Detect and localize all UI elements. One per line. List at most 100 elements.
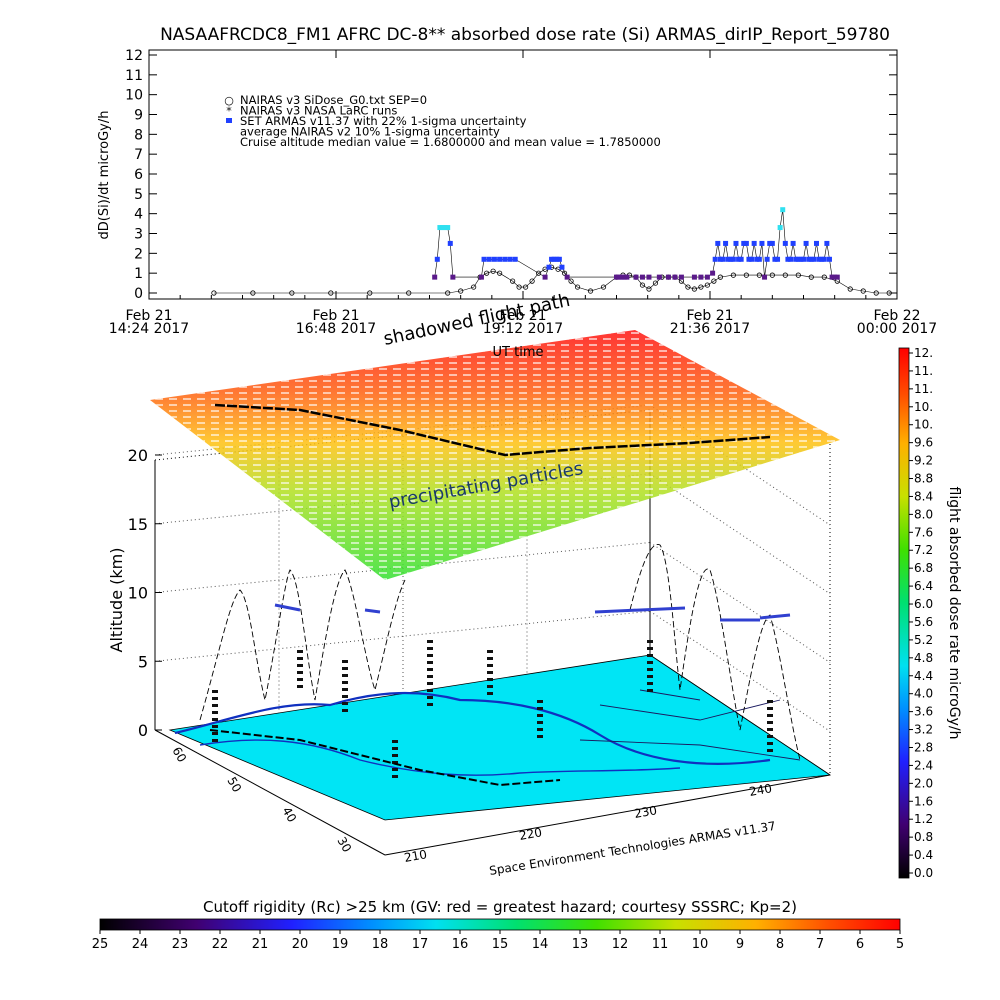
armas-point bbox=[801, 256, 806, 262]
armas-point bbox=[813, 240, 819, 246]
nairas-point bbox=[535, 270, 542, 276]
nairas-point bbox=[510, 278, 516, 284]
figure-title: NASAAFRCDC8_FM1 AFRC DC-8** absorbed dos… bbox=[160, 25, 890, 45]
cutoff-tick-label: 18 bbox=[372, 937, 389, 952]
armas-point bbox=[795, 256, 801, 262]
x-tick-time: 19:12 2017 bbox=[483, 321, 563, 337]
armas-point bbox=[777, 225, 783, 231]
colorbar-tick-label: 12. bbox=[914, 346, 933, 360]
trace-dot bbox=[427, 675, 433, 678]
longitude-tick-label: 230 bbox=[633, 803, 658, 821]
armas-point bbox=[665, 274, 671, 280]
colorbar-tick-label: 8.0 bbox=[914, 507, 933, 521]
nairas-point bbox=[717, 274, 723, 280]
trace-dot bbox=[427, 654, 433, 657]
legend-entry: NAIRAS v3 SiDose_G0.txt SEP=0 bbox=[240, 93, 427, 107]
armas-point bbox=[556, 256, 562, 262]
y-tick-label: 4 bbox=[134, 207, 143, 223]
cutoff-tick-label: 22 bbox=[212, 937, 229, 952]
trace-dot bbox=[767, 707, 773, 710]
trace-dot bbox=[342, 667, 348, 670]
nairas-point bbox=[211, 290, 217, 296]
armas-point bbox=[824, 240, 830, 246]
trace-dot bbox=[487, 671, 493, 674]
grid-line bbox=[649, 473, 831, 595]
trace-dot bbox=[537, 700, 543, 703]
y-tick-label: 0 bbox=[134, 286, 143, 302]
latitude-axis-ticks: 60 50 40 30 bbox=[169, 745, 354, 855]
armas-point bbox=[821, 256, 827, 262]
colorbar-tick-label: 1.2 bbox=[914, 812, 933, 826]
trace-dot bbox=[537, 728, 543, 731]
y-tick-label: 2 bbox=[134, 246, 143, 262]
trace-dot bbox=[767, 749, 773, 752]
armas-point bbox=[803, 240, 809, 246]
colorbar-tick-label: 9.6 bbox=[914, 436, 933, 450]
x-tick-date: Feb 21 bbox=[499, 308, 546, 324]
trace-dot bbox=[767, 735, 773, 738]
cutoff-tick-label: 12 bbox=[612, 937, 629, 952]
trace-dot bbox=[342, 660, 348, 663]
trace-dot bbox=[647, 640, 653, 643]
y-tick-label: 5 bbox=[134, 187, 143, 203]
trace-dot bbox=[342, 674, 348, 677]
series-line-armas bbox=[434, 209, 838, 278]
armas-point bbox=[785, 256, 791, 262]
armas-point bbox=[733, 240, 739, 246]
box-front-base-edge bbox=[384, 774, 831, 856]
trace-dot bbox=[647, 682, 653, 685]
latitude-tick-label: 50 bbox=[224, 775, 244, 795]
nairas-point bbox=[367, 290, 373, 296]
longitude-tick-label: 240 bbox=[748, 781, 773, 799]
trace-dot bbox=[342, 702, 348, 705]
y-axis-label: dD(Si)/dt microGy/h bbox=[97, 111, 112, 240]
colorbar-tick-label: 1.6 bbox=[914, 794, 933, 808]
trace-dot bbox=[392, 740, 398, 743]
altitude-trace-right bbox=[629, 544, 801, 761]
armas-point bbox=[738, 256, 744, 262]
nairas-point bbox=[691, 286, 698, 292]
armas-point bbox=[772, 256, 778, 262]
armas-point bbox=[746, 256, 752, 262]
armas-point bbox=[715, 240, 721, 246]
altitude-trace bbox=[199, 569, 406, 721]
armas-point bbox=[808, 256, 814, 262]
armas-point bbox=[764, 256, 770, 262]
trace-dot bbox=[427, 640, 433, 643]
armas-point bbox=[829, 274, 835, 280]
y-tick-label: 1 bbox=[134, 266, 143, 282]
nairas-point bbox=[847, 286, 853, 292]
colorbar-tick-label: 7.6 bbox=[914, 525, 933, 539]
trace-segment bbox=[594, 606, 686, 614]
armas-point bbox=[710, 270, 716, 276]
y-tick-label: 11 bbox=[125, 68, 143, 84]
nairas-point bbox=[652, 280, 659, 286]
armas-point bbox=[834, 274, 840, 280]
armas-point bbox=[437, 225, 443, 231]
altitude-tick-label: 5 bbox=[138, 652, 148, 671]
trace-dot bbox=[212, 697, 218, 700]
nairas-point bbox=[522, 284, 529, 290]
flight-3d-panel: 0 5 10 15 20 Altitude (km) 60 50 40 30 210 220 23… bbox=[107, 290, 840, 878]
armas-point bbox=[698, 274, 704, 280]
cutoff-tick-label: 17 bbox=[412, 937, 429, 952]
cutoff-tick-label: 14 bbox=[532, 937, 549, 952]
armas-point bbox=[614, 274, 619, 280]
trace-dot bbox=[537, 707, 543, 710]
armas-point bbox=[551, 256, 557, 262]
flight-trace-dots bbox=[212, 603, 791, 778]
trace-dot bbox=[427, 703, 433, 706]
trace-dot bbox=[427, 668, 433, 671]
armas-point bbox=[780, 207, 786, 213]
armas-point bbox=[439, 225, 445, 231]
armas-point bbox=[432, 274, 438, 280]
trace-dot bbox=[212, 732, 218, 735]
trace-dot bbox=[767, 728, 773, 731]
cutoff-colorbar-ticks: 25 24 23 22 21 20 19 18 17 16 15 14 13 12 11 10 9 8 7 6 5 bbox=[92, 930, 904, 952]
armas-point bbox=[788, 256, 794, 262]
trace-dot bbox=[342, 695, 348, 698]
trace-dot bbox=[212, 718, 218, 721]
legend-entry: Cruise altitude median value = 1.6800000… bbox=[240, 135, 661, 149]
nairas-point bbox=[458, 288, 464, 294]
colorbar-tick-label: 9.2 bbox=[914, 454, 933, 468]
